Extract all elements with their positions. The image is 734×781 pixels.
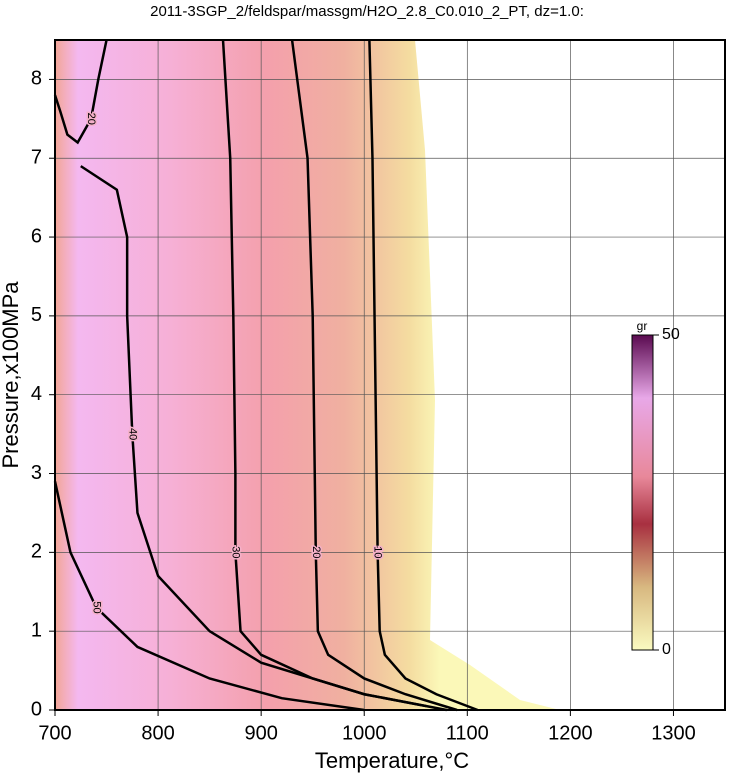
contour-label: 20 (310, 546, 322, 558)
contour-line (53, 481, 365, 712)
y-tick-label: 6 (31, 225, 42, 247)
contour-label: 10 (372, 546, 384, 558)
field (55, 40, 560, 710)
x-tick-label: 700 (38, 722, 71, 744)
x-tick-label: 1300 (651, 722, 696, 744)
contour-label: 30 (229, 546, 241, 558)
contour-line (53, 39, 108, 145)
x-tick-label: 1100 (446, 722, 489, 744)
contours (53, 39, 479, 712)
colorbar (631, 334, 654, 651)
x-tick-label: 900 (244, 722, 277, 744)
frame (54, 39, 726, 711)
y-tick-label: 7 (31, 147, 42, 169)
y-tick-label: 1 (31, 619, 42, 641)
x-axis-title: Temperature,°C (315, 748, 469, 773)
y-tick-label: 5 (31, 304, 42, 326)
contour-line (368, 39, 479, 712)
colorbar-label: gr (637, 319, 648, 333)
x-tick-label: 1000 (342, 722, 387, 744)
x-tick-label: 1200 (548, 722, 593, 744)
chart-title: 2011-3SGP_2/feldspar/massgm/H2O_2.8_C0.0… (150, 3, 584, 20)
y-axis-title: Pressure,x100MPa (0, 281, 23, 469)
contour-line (290, 39, 458, 712)
y-tick-label: 3 (31, 462, 42, 484)
grid (54, 40, 725, 711)
contour-line (80, 165, 447, 712)
colorbar-tick-label: 50 (662, 326, 680, 343)
x-tick-label: 800 (141, 722, 174, 744)
contour-label: 50 (90, 601, 102, 613)
y-tick-label: 8 (31, 68, 42, 90)
colorbar-tick-label: 0 (662, 641, 671, 658)
contour-label: 20 (85, 113, 97, 125)
contour-label: 40 (126, 428, 138, 440)
y-tick-label: 0 (31, 698, 42, 720)
y-tick-label: 2 (31, 541, 42, 563)
y-tick-label: 4 (31, 383, 42, 405)
